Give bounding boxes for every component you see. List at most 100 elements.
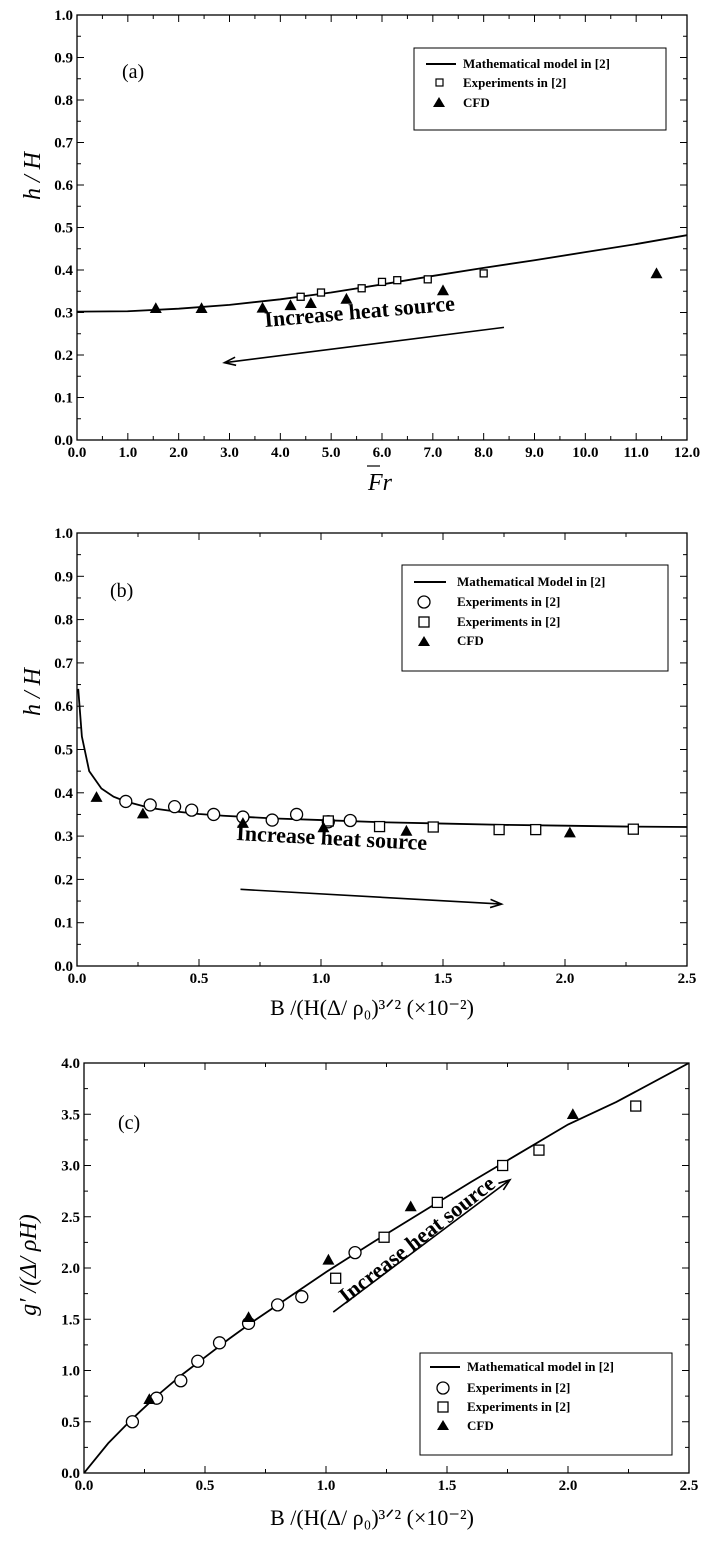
panel-b-x-tick-label: 2.0: [556, 971, 575, 987]
panel-b-cfd-point: [90, 791, 103, 802]
panel-a-x-axis-title: Fr: [367, 470, 393, 496]
panel-a-x-tick-label: 3.0: [220, 445, 239, 461]
panel-c-cfd-point: [566, 1108, 579, 1120]
panel-b-cfd-point: [236, 817, 249, 828]
panel-c-x-tick-label: 2.0: [559, 1478, 578, 1494]
panel-a-y-tick-label: 0.6: [54, 178, 73, 194]
panel-a-cfd-point: [284, 299, 297, 311]
panel-b-legend-box: [401, 564, 669, 672]
panel-b-experiment-square-point: [373, 820, 386, 833]
panel-b-legend-model: Mathematical Model in [2]: [457, 574, 605, 589]
panel-b-experiment-square-point: [627, 823, 639, 835]
panel-a-y-tick-label: 0.0: [54, 433, 73, 449]
panel-b-y-tick-label: 0.6: [54, 699, 73, 715]
panel-a-y-tick-label: 1.0: [54, 8, 73, 24]
panel-b-cfd-point: [563, 826, 576, 838]
panel-a-y-tick-label: 0.1: [54, 391, 73, 407]
panel-a-legend-triangle-swatch: [433, 97, 445, 107]
panel-b-experiment-circle-point: [206, 807, 221, 822]
panel-c-legend-experiments-circle: Experiments in [2]: [467, 1380, 570, 1395]
panel-b-y-tick-label: 0.3: [54, 829, 73, 845]
panel-c-experiment-circle-point: [174, 1374, 188, 1388]
panel-a-cfd-point: [340, 292, 353, 304]
panel-c-y-tick-label: 2.5: [61, 1210, 80, 1226]
panel-b-experiment-circle-point: [167, 800, 182, 814]
panel-c-experiment-square-point: [497, 1159, 509, 1172]
panel-c-cfd-point: [404, 1200, 417, 1212]
panel-a-cfd-point: [437, 284, 449, 296]
panel-c-label: (c): [118, 1112, 140, 1134]
panel-c-y-tick-label: 0.0: [61, 1466, 80, 1482]
panel-a-x-tick-label: 9.0: [525, 445, 544, 461]
panel-a-x-tick-label: 5.0: [322, 445, 341, 461]
panel-a-y-tick-label: 0.7: [54, 136, 73, 152]
panel-b-x-tick-label: 1.0: [312, 971, 331, 987]
panel-a-legend-box: [413, 47, 667, 131]
panel-c-experiment-square-point: [630, 1100, 642, 1112]
panel-c-experiment-circle-point: [348, 1245, 362, 1260]
panel-b-experiment-circle-point: [119, 794, 133, 809]
panel-b-cfd-point: [400, 824, 413, 836]
panel-a-cfd-point: [304, 297, 317, 308]
panel-b-y-tick-label: 1.0: [54, 526, 73, 542]
panel-c-x-tick-label: 1.5: [438, 1478, 457, 1494]
panel-c-experiment-circle-point: [270, 1298, 285, 1312]
panel-b-legend-experiments-square: Experiments in [2]: [457, 614, 560, 629]
panel-a-x-tick-label: 2.0: [169, 445, 188, 461]
panel-a-legend-experiments: Experiments in [2]: [463, 75, 566, 90]
panel-c-x-tick-label: 0.0: [75, 1478, 94, 1494]
panel-c-experiment-circle-point: [295, 1290, 309, 1304]
panel-a-y-tick-label: 0.5: [54, 221, 73, 237]
panel-c-y-tick-label: 4.0: [61, 1056, 80, 1072]
panel-c-experiment-circle-point: [125, 1415, 140, 1429]
panel-a-x-tick-label: 0.0: [68, 445, 87, 461]
panel-b-y-tick-label: 0.4: [54, 786, 73, 802]
panel-b-x-tick-label: 2.5: [678, 971, 697, 987]
panel-b-y-tick-label: 0.0: [54, 959, 73, 975]
panel-c-y-tick-label: 2.0: [61, 1261, 80, 1277]
panel-a-x-tick-label: 12.0: [674, 445, 700, 461]
panel-a-annotation: Increase heat source: [263, 290, 456, 332]
panel-c-experiment-square-point: [431, 1196, 443, 1209]
panel-b-experiment-square-point: [322, 815, 334, 827]
panel-b-experiment-square-point: [493, 823, 505, 836]
panel-a-legend: Mathematical model in [2] Experiments in…: [413, 47, 667, 131]
panel-c: (c) g′ /(Δ/ ρH) B /(H(Δ/ ρ₀)³ᐟ² (×10⁻²) …: [16, 1112, 673, 1530]
panel-c-x-tick-label: 1.0: [317, 1478, 336, 1494]
panel-c-legend-circle-swatch: [436, 1381, 450, 1395]
panel-a-plot: 0.0 1.0 2.0 3.0 4.0 5.0 6.0 7.0 8.0 9.0 10.0 11.0 12…: [54, 8, 700, 461]
panel-a-y-tick-label: 0.8: [54, 93, 73, 109]
panel-b-legend-square-swatch: [418, 616, 430, 628]
panel-a-cfd-point: [149, 302, 162, 314]
panel-c-legend-box: [419, 1352, 673, 1456]
panel-b-y-tick-label: 0.2: [54, 872, 73, 888]
panel-a-legend-square-swatch: [435, 78, 444, 87]
panel-c-x-tick-label: 2.5: [680, 1478, 699, 1494]
panel-b-y-tick-label: 0.1: [54, 916, 73, 932]
panel-a-x-tick-label: 4.0: [271, 445, 290, 461]
panel-b-legend-cfd: CFD: [457, 633, 484, 648]
panel-c-y-tick-label: 3.0: [61, 1159, 80, 1175]
panel-a-y-tick-label: 0.2: [54, 348, 73, 364]
panel-b-y-tick-label: 0.5: [54, 743, 73, 759]
panel-b-y-tick-label: 0.7: [54, 656, 73, 672]
panel-a-y-axis-title: h / H: [20, 150, 46, 200]
panel-b-x-tick-label: 0.0: [68, 971, 87, 987]
panel-c-cfd-point: [322, 1253, 335, 1265]
panel-a-experiment-square-point: [316, 288, 326, 297]
panel-a-experiment-square-point: [479, 269, 488, 278]
panel-a-experiment-square-point: [296, 292, 305, 301]
panel-c-legend-cfd: CFD: [467, 1418, 494, 1433]
panel-a-annotation-arrow-head: [222, 356, 237, 367]
panel-b-x-axis-title: B /(H(Δ/ ρ₀)³ᐟ² (×10⁻²): [270, 995, 474, 1020]
panel-b-experiment-square-point: [427, 821, 439, 833]
panel-a: (a) h / H Fr Mathematical model in [2] E…: [20, 47, 667, 496]
panel-a-experiment-square-point: [393, 276, 402, 285]
panel-b-x-tick-label: 1.5: [434, 971, 453, 987]
panel-b-experiment-circle-point: [265, 813, 279, 827]
panel-b-cfd-point: [136, 807, 149, 819]
panel-a-cfd-point: [195, 302, 208, 314]
panel-c-x-tick-label: 0.5: [196, 1478, 215, 1494]
panel-b-experiment-circle-point: [143, 798, 157, 812]
